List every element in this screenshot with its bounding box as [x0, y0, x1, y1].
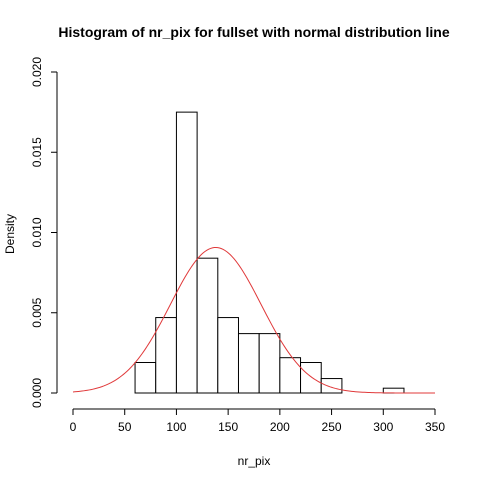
x-tick-label: 250 [322, 420, 342, 434]
histogram-bar [237, 333, 260, 394]
x-axis: 0 50 100 150 200 250 300 350 [70, 408, 445, 434]
histogram-bar [134, 362, 157, 394]
histogram-bar [382, 387, 405, 394]
histogram-bar [155, 317, 177, 394]
y-tick-label: 0.020 [30, 57, 44, 87]
histogram-bar [279, 357, 302, 394]
histogram-bar [300, 362, 322, 394]
y-axis: 0.000 0.005 0.010 0.015 0.020 [30, 57, 58, 408]
histogram-bars [134, 111, 405, 394]
chart-title: Histogram of nr_pix for fullset with nor… [58, 24, 449, 40]
x-tick-label: 200 [270, 420, 290, 434]
histogram-bar [258, 333, 281, 394]
x-tick-label: 50 [118, 420, 132, 434]
histogram-bar [320, 378, 343, 394]
y-tick-label: 0.010 [30, 217, 44, 247]
histogram-bar [175, 111, 198, 394]
x-tick-label: 0 [70, 420, 77, 434]
x-axis-label: nr_pix [238, 454, 271, 468]
x-tick-label: 350 [425, 420, 445, 434]
x-tick-label: 100 [166, 420, 186, 434]
y-tick-label: 0.005 [30, 297, 44, 327]
x-tick-label: 300 [373, 420, 393, 434]
y-axis-label: Density [3, 214, 17, 254]
x-tick-label: 150 [218, 420, 238, 434]
histogram-bar [196, 257, 219, 394]
y-tick-label: 0.000 [30, 378, 44, 408]
histogram-bar [217, 317, 239, 394]
y-tick-label: 0.015 [30, 137, 44, 167]
normal-distribution-line [72, 246, 435, 394]
